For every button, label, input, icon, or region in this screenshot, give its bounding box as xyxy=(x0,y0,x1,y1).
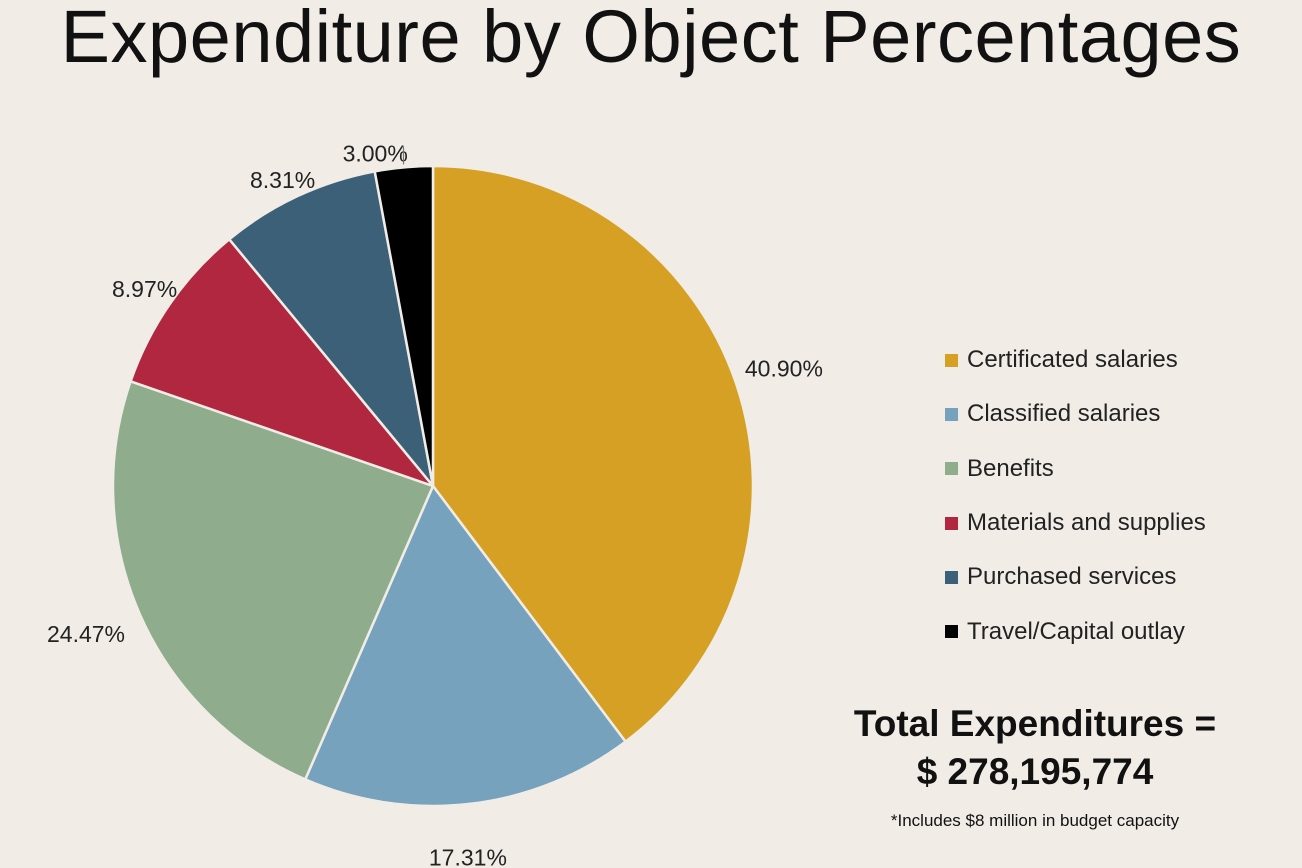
data-label-certificated-salaries: 40.90% xyxy=(745,356,823,382)
pie-slice-benefits xyxy=(111,380,435,781)
legend-entry-materials-and-supplies: Materials and supplies xyxy=(945,496,1206,550)
legend-entry-certificated-salaries: Certificated salaries xyxy=(945,333,1206,387)
legend-label-materials-and-supplies: Materials and supplies xyxy=(967,509,1206,537)
legend-label-purchased-services: Purchased services xyxy=(967,563,1177,591)
chart-title: Expenditure by Object Percentages xyxy=(60,0,1242,78)
legend-entry-benefits: Benefits xyxy=(945,442,1206,496)
pie-slice-certificated-salaries xyxy=(431,164,755,743)
data-label-classified-salaries: 17.31% xyxy=(429,845,507,868)
data-label-materials-and-supplies: 8.97% xyxy=(112,276,177,302)
legend-swatch-certificated-salaries xyxy=(945,353,958,367)
legend-label-certificated-salaries: Certificated salaries xyxy=(967,346,1178,374)
legend-label-travel-capital-outlay: Travel/Capital outlay xyxy=(967,617,1185,645)
legend-swatch-travel-capital-outlay xyxy=(945,625,958,639)
legend-swatch-classified-salaries xyxy=(945,407,958,421)
legend-entry-purchased-services: Purchased services xyxy=(945,550,1206,604)
pie-slice-classified-salaries xyxy=(303,484,627,808)
legend-swatch-materials-and-supplies xyxy=(945,516,958,530)
total-expenditures: Total Expenditures = $ 278,195,774 xyxy=(815,700,1255,796)
total-expenditures-amount: $ 278,195,774 xyxy=(916,751,1154,792)
pie-slice-materials-and-supplies xyxy=(129,237,435,488)
pie-slice-purchased-services xyxy=(228,170,435,488)
total-expenditures-label: Total Expenditures = xyxy=(853,703,1217,744)
legend-entry-travel-capital-outlay: Travel/Capital outlay xyxy=(945,604,1206,658)
data-label-benefits: 24.47% xyxy=(47,621,125,647)
budget-footnote: *Includes $8 million in budget capacity xyxy=(890,811,1180,830)
legend-label-benefits: Benefits xyxy=(967,454,1054,482)
legend-label-classified-salaries: Classified salaries xyxy=(967,400,1161,428)
data-label-travel-capital-outlay: 3.00% xyxy=(343,140,408,166)
legend-swatch-benefits xyxy=(945,462,958,476)
legend-entry-classified-salaries: Classified salaries xyxy=(945,387,1206,441)
data-label-purchased-services: 8.31% xyxy=(250,167,315,193)
legend-swatch-purchased-services xyxy=(945,570,958,584)
chart-legend: Certificated salaries Classified salarie… xyxy=(945,333,1206,659)
pie-slice-travel-capital-outlay xyxy=(373,164,435,488)
